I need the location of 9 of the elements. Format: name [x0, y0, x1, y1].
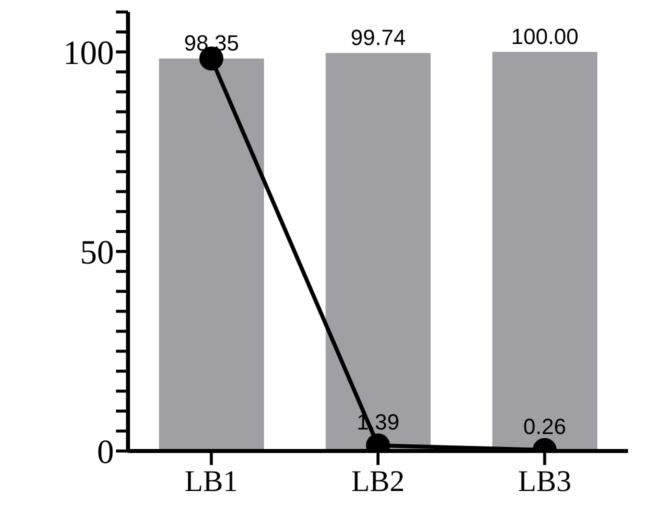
y-tick-label: 50 — [80, 234, 114, 272]
data-label: 99.74 — [350, 24, 406, 50]
x-tick-label: LB2 — [351, 465, 405, 498]
y-tick-label: 100 — [63, 34, 114, 72]
data-label: 0.26 — [523, 414, 566, 439]
x-tick-label: LB3 — [518, 465, 572, 498]
y-tick-label: 0 — [97, 434, 114, 472]
data-label: 100.00 — [511, 24, 578, 49]
x-tick-label: LB1 — [184, 465, 238, 498]
